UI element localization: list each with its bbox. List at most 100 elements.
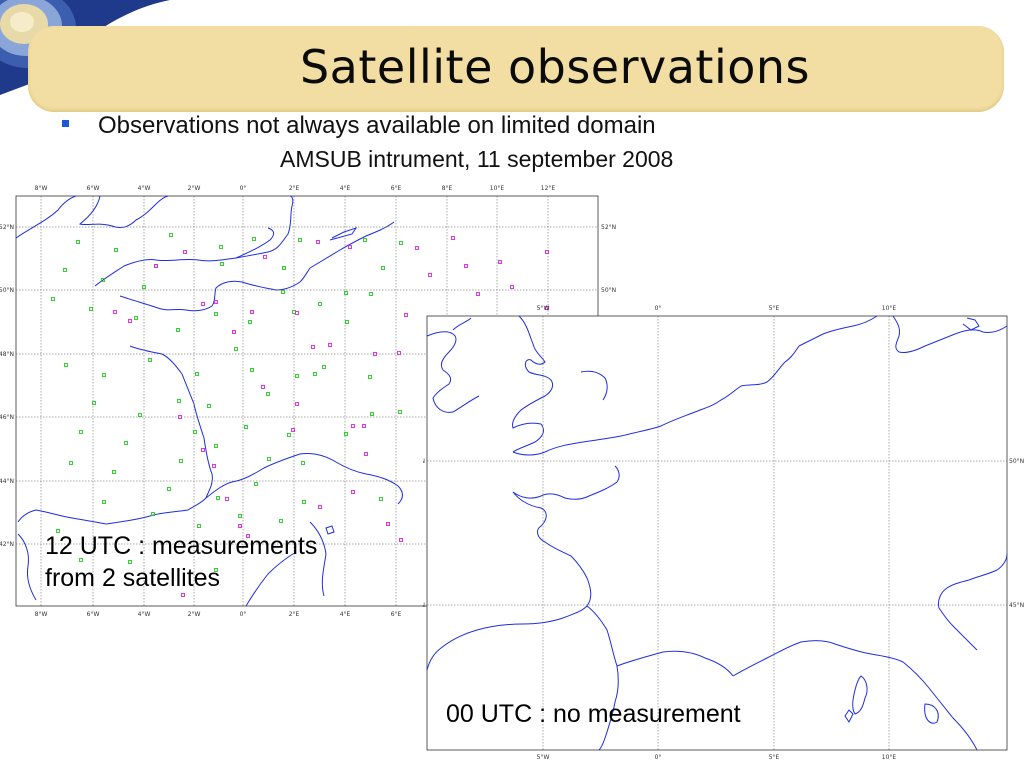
observation-marker-sat2: [201, 302, 205, 306]
lon-label-top: 6°E: [391, 185, 402, 192]
observation-marker-sat2: [261, 385, 265, 389]
observation-marker-sat1: [344, 291, 348, 295]
observation-marker-sat1: [169, 233, 173, 237]
observation-marker-sat1: [398, 410, 402, 414]
map-12utc-coastline: [15, 195, 403, 607]
observation-marker-sat2: [318, 505, 322, 509]
observation-marker-sat2: [246, 534, 250, 538]
lat-label-left: 50°N: [0, 287, 14, 294]
lat-label-left: 42°N: [0, 541, 14, 548]
lon-label-bottom: 6°E: [391, 611, 402, 618]
observation-marker-sat2: [451, 236, 455, 240]
map-00utc: 5°W 0° 5°E 10°E 5°W 0° 5°E 10°E 50°N 45°N 50°N 45°N: [423, 305, 1024, 760]
observation-marker-sat2: [113, 310, 117, 314]
observation-marker-sat1: [216, 496, 220, 500]
observation-marker-sat1: [295, 374, 299, 378]
observation-marker-sat1: [279, 519, 283, 523]
map-12utc-caption-line1: 12 UTC : measurements: [45, 532, 318, 560]
observation-marker-sat1: [128, 560, 132, 564]
slide-title: Satellite observations: [299, 40, 811, 94]
map-00utc-caption: 00 UTC : no measurement: [446, 700, 741, 728]
observation-marker-sat1: [124, 441, 128, 445]
lon-label-bottom: 0°: [240, 611, 247, 618]
observation-marker-sat2: [311, 345, 315, 349]
title-band: [28, 26, 1004, 112]
observation-marker-sat1: [207, 404, 211, 408]
observation-marker-sat1: [138, 413, 142, 417]
observation-marker-sat1: [56, 529, 60, 533]
observation-marker-sat1: [63, 268, 67, 272]
observation-marker-sat2: [328, 343, 332, 347]
bullet-square-icon: [62, 120, 69, 127]
observation-marker-sat2: [225, 497, 229, 501]
observation-marker-sat1: [214, 312, 218, 316]
observation-marker-sat2: [545, 306, 549, 310]
observation-marker-sat1: [102, 373, 106, 377]
observation-marker-sat2: [238, 524, 242, 528]
observation-marker-sat1: [114, 248, 118, 252]
observation-marker-sat1: [345, 320, 349, 324]
lon-label-bottom: 2°W: [188, 611, 201, 618]
lat-label-left: 44°N: [0, 478, 14, 485]
observation-marker-sat1: [234, 347, 238, 351]
observation-marker-sat2: [351, 490, 355, 494]
lon-label-bottom: 5°W: [537, 754, 550, 760]
lon-label-top: 8°E: [442, 185, 453, 192]
observation-marker-sat1: [301, 461, 305, 465]
lon-label-bottom: 6°W: [87, 611, 100, 618]
observation-marker-sat1: [76, 240, 80, 244]
observation-marker-sat1: [379, 497, 383, 501]
observation-marker-sat1: [219, 245, 223, 249]
observation-marker-sat1: [369, 292, 373, 296]
lon-label-top: 4°E: [340, 185, 351, 192]
observation-marker-sat2: [362, 424, 366, 428]
observation-marker-sat2: [212, 464, 216, 468]
observation-marker-sat1: [267, 457, 271, 461]
lon-label-top: 2°E: [289, 185, 300, 192]
observation-marker-sat1: [313, 372, 317, 376]
lat-label-left: 48°N: [0, 351, 14, 358]
lon-label-bottom: 2°E: [289, 611, 300, 618]
map-12utc-axis-labels: 8°W 6°W 4°W 2°W 0° 2°E 4°E 6°E 8°E 10°E 12°E 8°W 6°W…: [0, 185, 616, 618]
observation-marker-sat1: [244, 425, 248, 429]
lon-label-bottom: 4°W: [138, 611, 151, 618]
lon-label-top: 5°W: [537, 305, 550, 312]
observation-marker-sat1: [148, 358, 152, 362]
observation-marker-sat1: [193, 430, 197, 434]
bullet-text: Observations not always available on lim…: [98, 112, 656, 139]
observation-marker-sat2: [415, 246, 419, 250]
observation-marker-sat2: [232, 330, 236, 334]
lon-label-top: 4°W: [138, 185, 151, 192]
observation-marker-sat1: [318, 302, 322, 306]
map-12utc-caption-line2: from 2 satellites: [45, 564, 221, 592]
observation-marker-sat1: [266, 392, 270, 396]
map-00utc-gridlines: [427, 316, 1007, 750]
observation-marker-sat1: [370, 412, 374, 416]
observation-marker-sat1: [142, 285, 146, 289]
lat-label-left: 45°N: [423, 602, 425, 609]
observation-marker-sat1: [302, 500, 306, 504]
observation-marker-sat2: [364, 452, 368, 456]
lon-label-top: 10°E: [490, 185, 505, 192]
observation-marker-sat2: [128, 319, 132, 323]
observation-marker-sat1: [250, 368, 254, 372]
lon-label-top: 0°: [240, 185, 247, 192]
observation-marker-sat1: [64, 363, 68, 367]
lon-label-top: 12°E: [541, 185, 556, 192]
observation-marker-sat1: [298, 238, 302, 242]
lat-label-right: 52°N: [601, 224, 616, 231]
observation-marker-sat1: [134, 316, 138, 320]
observation-marker-sat2: [178, 415, 182, 419]
observation-marker-sat2: [397, 351, 401, 355]
observation-marker-sat2: [510, 285, 514, 289]
observation-marker-sat1: [214, 568, 218, 572]
observation-marker-sat1: [167, 487, 171, 491]
observations-satellite-1: [51, 233, 403, 572]
observation-marker-sat1: [238, 514, 242, 518]
observation-marker-sat1: [195, 372, 199, 376]
observations-satellite-2: [113, 236, 549, 597]
lon-label-top: 0°: [655, 305, 662, 312]
observation-marker-sat1: [252, 237, 256, 241]
lon-label-top: 8°W: [35, 185, 48, 192]
observation-marker-sat1: [51, 297, 55, 301]
